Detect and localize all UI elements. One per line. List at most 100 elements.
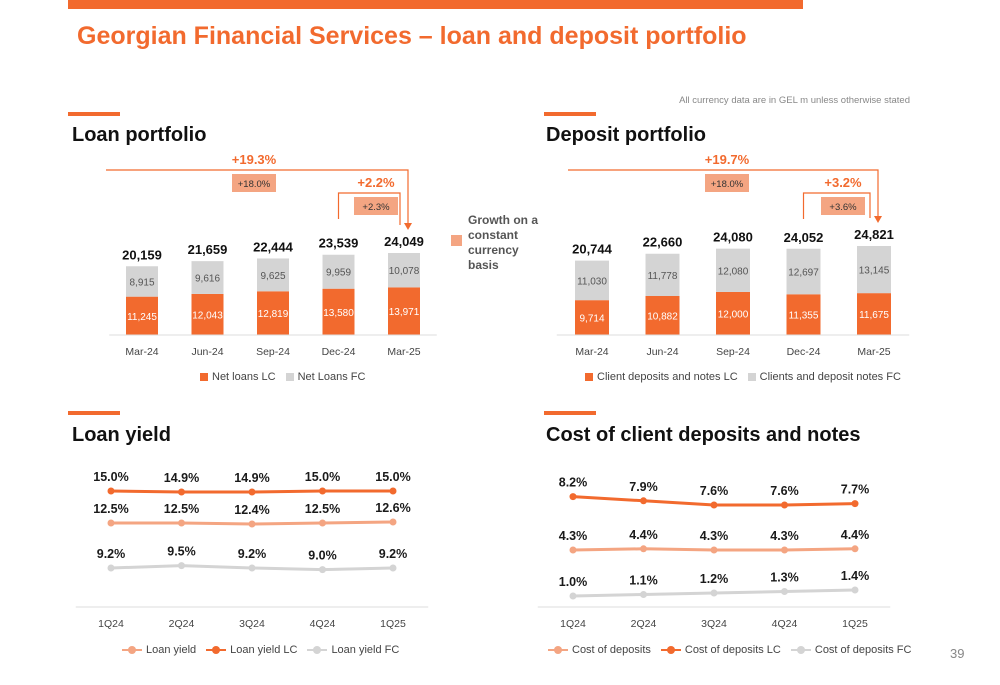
- bar-label-fc: 13,145: [859, 266, 890, 277]
- data-point: [178, 562, 185, 570]
- data-label: 1.1%: [629, 574, 658, 588]
- qoq-cc-box: [821, 197, 865, 215]
- x-tick-label: 1Q24: [98, 618, 124, 630]
- bar-label-fc: 9,959: [326, 268, 351, 279]
- data-label: 14.9%: [164, 471, 199, 485]
- x-tick-label: 2Q24: [169, 618, 195, 630]
- bar-total-label: 21,659: [188, 242, 228, 257]
- data-label: 12.5%: [305, 502, 340, 516]
- legend-label: Client deposits and notes LC: [597, 371, 738, 383]
- bar-fc: [126, 266, 158, 297]
- x-tick-label: Mar-24: [575, 346, 608, 358]
- x-tick-label: Dec-24: [787, 346, 821, 358]
- bar-lc: [257, 291, 289, 335]
- data-point: [851, 586, 859, 594]
- bar-total-label: 23,539: [319, 236, 359, 251]
- legend-item: Cost of deposits FC: [790, 644, 911, 656]
- bar-lc: [388, 287, 420, 335]
- data-point: [248, 520, 256, 528]
- x-tick-label: 4Q24: [772, 618, 798, 630]
- data-point: [178, 488, 185, 496]
- bar-lc: [322, 288, 355, 335]
- data-point: [389, 487, 397, 495]
- x-tick-label: Mar-24: [125, 346, 158, 358]
- data-label: 7.6%: [700, 484, 729, 498]
- bar-label-lc: 11,675: [859, 310, 889, 321]
- bar-label-fc: 10,078: [389, 266, 420, 277]
- bar-label-fc: 12,080: [718, 266, 749, 277]
- bar-lc: [126, 296, 158, 335]
- qoq-cc-box: [354, 197, 398, 215]
- data-label: 1.3%: [770, 571, 799, 585]
- data-point: [781, 501, 788, 509]
- page-title: Georgian Financial Services – loan and d…: [77, 22, 747, 50]
- data-point: [178, 519, 185, 527]
- data-label: 7.9%: [629, 480, 658, 494]
- data-label: 9.2%: [97, 547, 126, 561]
- data-label: 15.0%: [305, 470, 340, 484]
- bar-fc: [575, 260, 609, 301]
- bar-label-lc: 13,580: [323, 308, 354, 319]
- x-tick-label: Jun-24: [646, 346, 678, 358]
- bar-total-label: 20,744: [572, 242, 613, 257]
- data-point: [569, 546, 577, 554]
- bar-total-label: 24,052: [784, 230, 824, 245]
- data-point: [107, 564, 115, 572]
- bar-total-label: 24,821: [854, 227, 894, 242]
- legend-item: Cost of deposits LC: [660, 644, 781, 656]
- cost-of-deposits-title: Cost of client deposits and notes: [546, 424, 861, 446]
- deposit-portfolio-legend: Client deposits and notes LC Clients and…: [585, 371, 901, 383]
- data-label: 1.2%: [700, 572, 729, 586]
- legend-label: Net loans LC: [212, 371, 276, 383]
- legend-swatch: [660, 646, 681, 654]
- bar-label-lc: 9,714: [579, 314, 604, 325]
- legend-swatch: [285, 373, 294, 381]
- data-label: 12.5%: [93, 502, 128, 516]
- data-point: [389, 518, 397, 526]
- x-tick-label: Sep-24: [256, 346, 290, 358]
- bar-label-lc: 11,245: [127, 312, 157, 323]
- legend-label: Loan yield LC: [230, 644, 298, 656]
- data-point: [319, 519, 326, 527]
- qoq-growth-label: +3.2%: [824, 175, 862, 190]
- bar-label-lc: 12,819: [258, 309, 289, 320]
- legend-swatch: [790, 646, 811, 654]
- x-tick-label: 1Q25: [380, 618, 406, 630]
- yoy-cc-label: +18.0%: [238, 179, 271, 190]
- legend-swatch: [585, 373, 593, 381]
- data-label: 7.7%: [841, 483, 870, 497]
- bar-total-label: 22,660: [643, 235, 683, 250]
- bar-fc: [857, 246, 891, 294]
- loan-yield-legend: Loan yield Loan yield LC Loan yield FC: [122, 644, 399, 656]
- data-label: 15.0%: [93, 470, 128, 484]
- legend-label: Cost of deposits: [572, 644, 651, 656]
- x-tick-label: Mar-25: [387, 346, 420, 358]
- data-label: 12.4%: [234, 503, 269, 517]
- bar-total-label: 20,159: [122, 247, 162, 262]
- data-label: 14.9%: [234, 471, 269, 485]
- data-label: 15.0%: [375, 470, 410, 484]
- data-point: [107, 519, 115, 527]
- legend-label: Net Loans FC: [297, 371, 366, 383]
- data-point: [781, 546, 788, 554]
- x-tick-label: 2Q24: [631, 618, 657, 630]
- x-tick-label: Dec-24: [322, 346, 356, 358]
- data-point: [569, 493, 577, 501]
- x-tick-label: 4Q24: [310, 618, 336, 630]
- arrow-head-icon: [874, 216, 882, 224]
- data-point: [710, 546, 718, 554]
- legend-swatch: [206, 646, 227, 654]
- data-label: 4.4%: [841, 528, 870, 542]
- bar-fc: [322, 254, 355, 289]
- loan-yield-title: Loan yield: [72, 424, 171, 446]
- qoq-growth-label: +2.2%: [357, 175, 395, 190]
- legend-swatch: [200, 373, 208, 381]
- bar-lc: [857, 293, 891, 335]
- bar-total-label: 24,049: [384, 234, 424, 249]
- data-label: 1.4%: [841, 569, 870, 583]
- bar-lc: [786, 294, 821, 335]
- loan-portfolio-legend: Net loans LC Net Loans FC: [200, 371, 365, 383]
- bar-label-lc: 10,882: [647, 311, 678, 322]
- yoy-cc-box: [232, 174, 276, 192]
- currency-note: All currency data are in GEL m unless ot…: [679, 95, 910, 106]
